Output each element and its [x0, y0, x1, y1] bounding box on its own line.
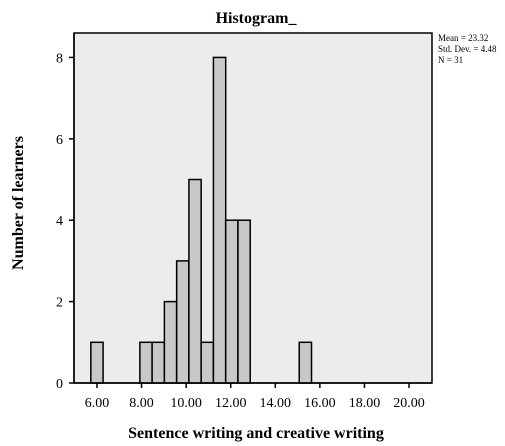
x-tick-label-2: 10.00: [170, 396, 202, 411]
x-axis-title: Sentence writing and creative writing: [128, 425, 384, 442]
stat-mean: Mean = 23.32: [438, 33, 488, 43]
histogram-bar-0: [90, 341, 104, 384]
y-axis-ticks: 0 2 4 6 8: [56, 51, 74, 392]
x-tick-label-5: 16.00: [304, 396, 336, 411]
y-tick-label-2: 4: [56, 214, 63, 229]
histogram-bar-6: [200, 341, 215, 384]
chart-title: Histogram_: [216, 10, 298, 27]
x-axis-ticks: 6.00 8.00 10.00 12.00 14.00 16.00 18.00 20.00: [85, 383, 425, 411]
stat-n: N = 31: [438, 55, 463, 65]
x-tick-label-0: 6.00: [85, 396, 110, 411]
histogram-bar-8: [224, 219, 239, 384]
stats-legend: Mean = 23.32 Std. Dev. = 4.48 N = 31: [438, 33, 497, 65]
y-axis-title: Number of learners: [10, 136, 27, 270]
x-tick-label-3: 12.00: [215, 396, 247, 411]
x-tick-label-6: 18.00: [349, 396, 381, 411]
x-tick-label-1: 8.00: [129, 396, 154, 411]
histogram-bar-3: [163, 300, 178, 384]
histogram-bar-2: [151, 341, 166, 384]
histogram-bar-5: [188, 178, 202, 384]
y-tick-label-1: 2: [56, 296, 63, 311]
histogram-bar-7: [212, 56, 227, 384]
histogram-bar-1: [139, 341, 153, 384]
x-tick-label-4: 14.00: [260, 396, 292, 411]
plot-background: [73, 32, 433, 384]
histogram-bars: [90, 56, 313, 384]
histogram-bar-4: [175, 260, 190, 384]
histogram-bar-10: [298, 341, 313, 384]
histogram-bar-9: [237, 219, 251, 384]
y-tick-label-0: 0: [56, 377, 63, 392]
stat-std-dev: Std. Dev. = 4.48: [438, 44, 497, 54]
y-tick-label-3: 6: [56, 133, 63, 148]
y-tick-label-4: 8: [56, 51, 63, 66]
x-tick-label-7: 20.00: [393, 396, 425, 411]
